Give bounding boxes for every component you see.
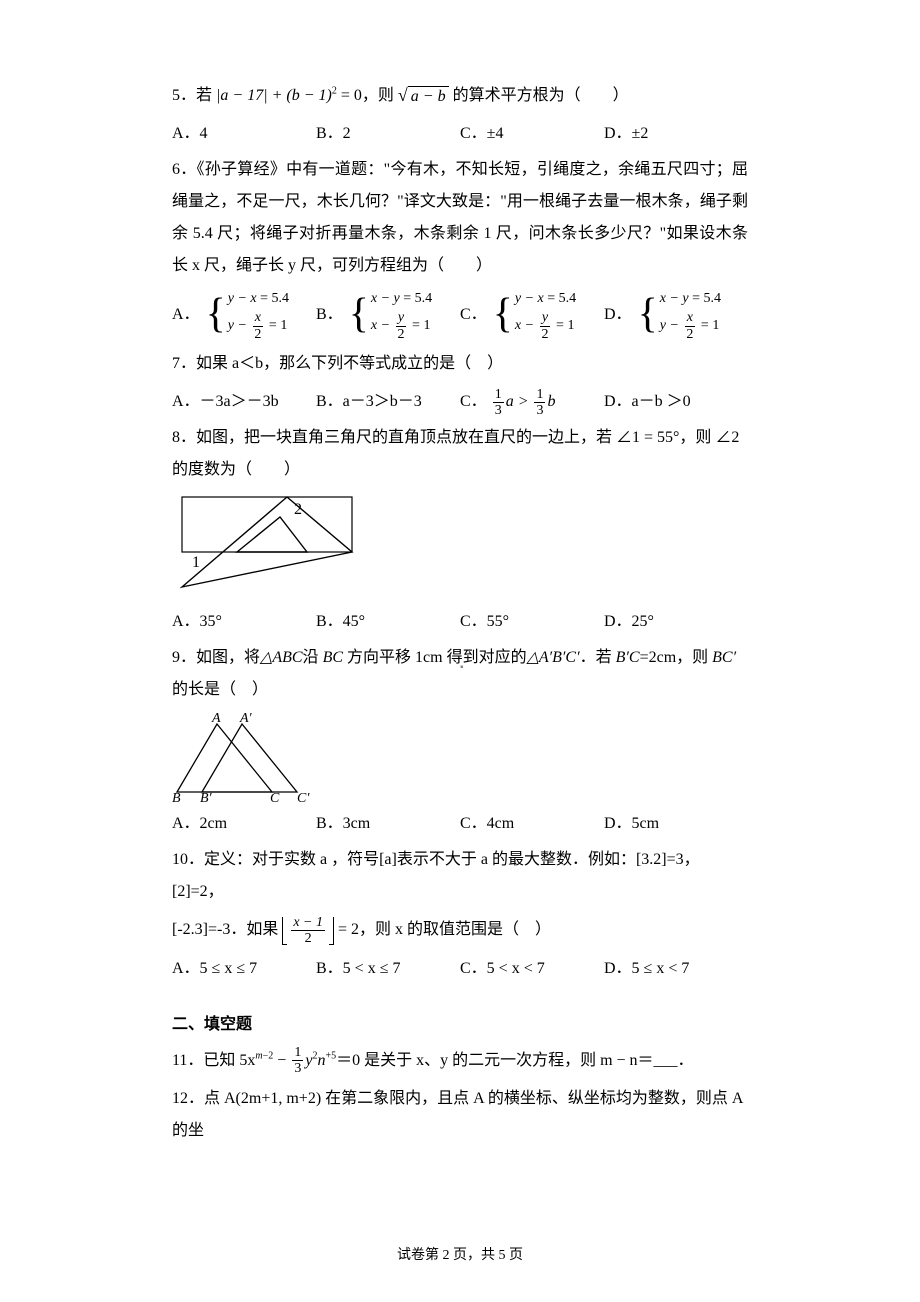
svg-text:C′: C′: [297, 791, 310, 804]
q7-opt-d: D．a－b ＞0: [604, 386, 748, 418]
q8-opt-a: A．35°: [172, 606, 316, 638]
q9-diagram: A A′ B B′ C C′: [172, 712, 332, 804]
q7-opt-b: B．a－3＞b－3: [316, 386, 460, 418]
svg-text:2: 2: [294, 501, 302, 518]
svg-text:1: 1: [192, 554, 200, 571]
q5-opt-c: C．±4: [460, 118, 604, 150]
page-footer: 试卷第 2 页，共 5 页: [0, 1242, 920, 1270]
q9-opt-c: C．4cm: [460, 808, 604, 840]
svg-text:A: A: [211, 712, 221, 726]
svg-text:A′: A′: [239, 712, 253, 726]
q9-opt-b: B．3cm: [316, 808, 460, 840]
q5-abs: |a − 17| + (b − 1): [216, 87, 332, 104]
q5-pre: 5．若: [172, 87, 212, 104]
q8-opt-c: C．55°: [460, 606, 604, 638]
q10-opt-a: A．5 ≤ x ≤ 7: [172, 953, 316, 985]
q7-options: A．－3a＞－3b B．a－3＞b－3 C． 13a > 13b D．a－b ＞…: [172, 386, 748, 418]
q5-opt-d: D．±2: [604, 118, 748, 150]
floor-icon: x − 12: [282, 915, 334, 947]
question-10: 10．定义：对于实数 a ，符号[a]表示不大于 a 的最大整数．例如：[3.2…: [172, 844, 748, 908]
question-7: 7．如果 a＜b，那么下列不等式成立的是（ ）: [172, 348, 748, 380]
svg-text:C: C: [270, 791, 280, 804]
section-2-title: 二、填空题: [172, 1009, 748, 1041]
svg-text:B′: B′: [200, 791, 213, 804]
question-10-line2: [-2.3]=-3．如果 x − 12 = 2，则 x 的取值范围是（ ）: [172, 914, 748, 946]
q7-opt-c: C． 13a > 13b: [460, 386, 604, 418]
q5-opt-b: B．2: [316, 118, 460, 150]
q8-options: A．35° B．45° C．55° D．25°: [172, 606, 748, 638]
q6-opt-b: B． { x − y = 5.4 x − y2 = 1: [316, 288, 460, 342]
q9-options: A．2cm B．3cm C．4cm D．5cm: [172, 808, 748, 840]
q6-opt-c: C． { y − x = 5.4 x − y2 = 1: [460, 288, 604, 342]
q10-opt-b: B．5 < x ≤ 7: [316, 953, 460, 985]
q5-opt-a: A．4: [172, 118, 316, 150]
q9-opt-d: D．5cm: [604, 808, 748, 840]
q8-diagram: 1 2: [172, 492, 362, 602]
question-11: 11．已知 5xm−2 − 13y2n+5＝0 是关于 x、y 的二元一次方程，…: [172, 1045, 748, 1077]
q7-opt-a: A．－3a＞－3b: [172, 386, 316, 418]
question-12: 12．点 A(2m+1, m+2) 在第二象限内，且点 A 的横坐标、纵坐标均为…: [172, 1083, 748, 1147]
q6-options: A． { y − x = 5.4 y − x2 = 1 B． { x − y =…: [172, 288, 748, 342]
q6-opt-d: D． { x − y = 5.4 y − x2 = 1: [604, 288, 748, 342]
q10-opt-d: D．5 ≤ x < 7: [604, 953, 748, 985]
q9-opt-a: A．2cm: [172, 808, 316, 840]
q10-opt-c: C．5 < x < 7: [460, 953, 604, 985]
sqrt-icon: √a − b: [398, 86, 449, 106]
watermark-dot: ▪: [460, 658, 464, 678]
q6-opt-a: A． { y − x = 5.4 y − x2 = 1: [172, 288, 316, 342]
question-5: 5．若 |a − 17| + (b − 1)2 = 0，则 √a − b 的算术…: [172, 80, 748, 112]
q8-opt-d: D．25°: [604, 606, 748, 638]
question-8: 8．如图，把一块直角三角尺的直角顶点放在直尺的一边上，若 ∠1 = 55°，则 …: [172, 422, 748, 486]
question-6: 6．《孙子算经》中有一道题："今有木，不知长短，引绳度之，余绳五尺四寸；屈绳量之…: [172, 154, 748, 282]
q10-options: A．5 ≤ x ≤ 7 B．5 < x ≤ 7 C．5 < x < 7 D．5 …: [172, 953, 748, 985]
q5-options: A．4 B．2 C．±4 D．±2: [172, 118, 748, 150]
svg-text:B: B: [172, 791, 181, 804]
q8-opt-b: B．45°: [316, 606, 460, 638]
